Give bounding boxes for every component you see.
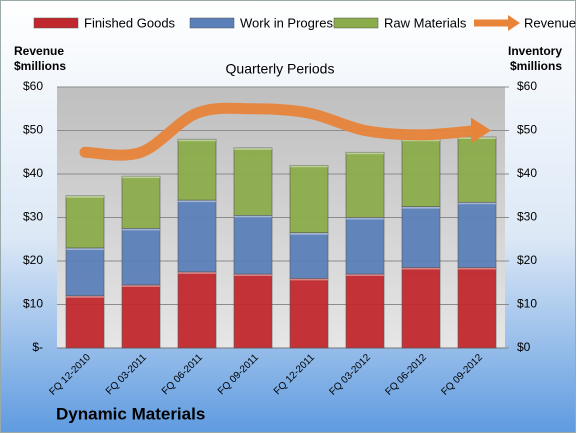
- y2-tick-label: $10: [517, 297, 537, 311]
- y2-tick-label: $20: [517, 253, 537, 267]
- bar-segment: [177, 271, 217, 349]
- bar-segment: [401, 206, 441, 268]
- legend-label: Work in Progress: [240, 15, 340, 30]
- y2-axis-label: Inventory: [508, 44, 562, 58]
- y2-tick-label: $40: [517, 166, 537, 180]
- revenue-arrowhead: [471, 117, 491, 144]
- y2-axis-label: $millions: [510, 59, 562, 73]
- bar-segment: [233, 215, 273, 275]
- y-tick-label: $20: [23, 253, 43, 267]
- y-axis-label: Revenue: [14, 44, 64, 58]
- bar-segment: [457, 267, 497, 349]
- y-tick-label: $30: [23, 210, 43, 224]
- y-tick-label: $-: [32, 340, 43, 354]
- legend-swatch: [508, 15, 520, 31]
- y2-tick-label: $50: [517, 123, 537, 137]
- legend-swatch: [333, 17, 379, 29]
- bar-segment: [289, 278, 329, 349]
- bar-segment: [233, 273, 273, 349]
- bar-segment: [121, 228, 161, 286]
- y-tick-label: $10: [23, 297, 43, 311]
- y-axis-label: $millions: [14, 59, 66, 73]
- footer: Dynamic Materials: [56, 404, 205, 423]
- revenue-line: [79, 102, 483, 161]
- bar-segment: [457, 136, 497, 203]
- legend-label: Finished Goods: [84, 15, 176, 30]
- bar-segment: [65, 247, 105, 297]
- bar-segment: [121, 284, 161, 349]
- bar-segment: [65, 295, 105, 349]
- y-tick-label: $50: [23, 123, 43, 137]
- bar-segment: [401, 138, 441, 207]
- bar-segment: [65, 195, 105, 249]
- bar-segment: [345, 217, 385, 275]
- legend-swatch: [33, 17, 79, 29]
- bar-segment: [289, 232, 329, 279]
- bar-segment: [177, 199, 217, 273]
- legend-label: Revenue: [524, 15, 576, 30]
- bar-segment: [345, 273, 385, 349]
- chart-title: Quarterly Periods: [226, 61, 335, 77]
- bar-segment: [177, 138, 217, 201]
- y2-tick-label: $60: [517, 79, 537, 93]
- bar-segment: [457, 201, 497, 268]
- bar-segment: [345, 151, 385, 218]
- bar-segment: [401, 267, 441, 349]
- bar-segment: [121, 175, 161, 229]
- legend-swatch: [189, 17, 235, 29]
- bar-segment: [289, 165, 329, 234]
- y-tick-label: $40: [23, 166, 43, 180]
- bar-segment: [233, 147, 273, 216]
- legend-label: Raw Materials: [384, 15, 467, 30]
- y2-tick-label: $30: [517, 210, 537, 224]
- y2-tick-label: $0: [517, 340, 531, 354]
- y-tick-label: $60: [23, 79, 43, 93]
